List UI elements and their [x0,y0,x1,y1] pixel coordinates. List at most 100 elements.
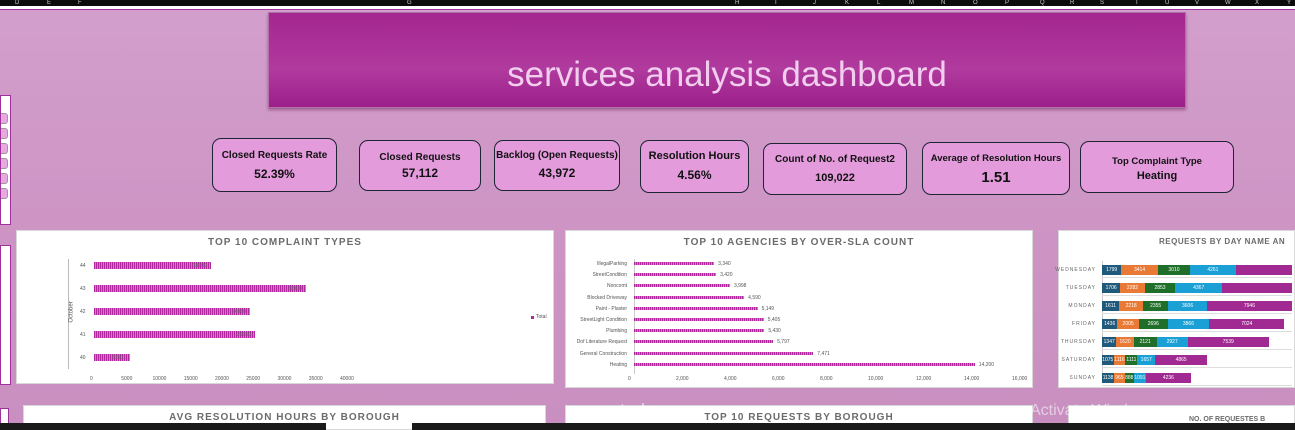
kpi-value: 109,022 [815,172,855,184]
bar-segment: 1075 [1102,355,1114,365]
gridline [1102,367,1292,368]
bar [634,318,764,321]
column-header[interactable]: E [47,0,52,6]
column-header[interactable]: W [1225,0,1231,6]
column-header[interactable]: D [15,0,20,6]
column-header[interactable]: O [973,0,978,6]
x-tick-label: 4,000 [724,376,737,382]
kpi-label: Closed Requests Rate [221,150,328,161]
slicer-item[interactable] [1,173,8,184]
kpi-label: Count of No. of Request2 [775,154,895,165]
gridline [1102,277,1292,278]
column-header[interactable]: K [845,0,850,6]
column-header[interactable]: J [813,0,816,6]
bar-segment: 1799 [1102,265,1122,275]
slicer-item[interactable] [1,143,8,154]
y-tick-label: 43 [80,286,86,292]
column-header[interactable]: I [775,0,777,6]
column-header[interactable]: N [941,0,946,6]
bar [634,284,730,288]
data-label: 5,430 [768,328,781,335]
slicer-item[interactable] [1,113,8,124]
chart-requests-by-day[interactable]: REQUESTS BY DAY NAME AN WEDNESDAY 1799 341… [1055,230,1295,388]
kpi-value: 52.39% [254,167,295,181]
x-tick-label: 2,000 [676,376,689,382]
data-label: 18700 [192,263,207,269]
column-header[interactable]: P [1005,0,1010,6]
bar-segment: 2927 [1156,337,1188,347]
slicer-panel-2[interactable] [0,245,11,385]
bar-segment: 3606 [1168,301,1207,311]
page-title: services analysis dashboard [507,55,947,94]
column-header[interactable]: M [909,0,914,6]
column-header[interactable]: U [1165,0,1170,6]
column-header[interactable]: X [1255,0,1260,6]
data-label: 33900 [287,286,302,292]
bar [634,340,774,344]
x-tick-label: 10000 [152,376,167,382]
kpi-resolution-hours: Resolution Hours 4.56% [640,140,749,193]
gridline [1102,313,1292,314]
y-tick-label: Dof Literature Request [576,339,627,346]
bar-segment: 888 [1124,373,1135,383]
kpi-closed-rate: Closed Requests Rate 52.39% [212,138,337,192]
y-tick-label: Blocked Driveway [587,294,627,301]
kpi-value: 57,112 [401,166,439,180]
stacked-bar: 1075 1116 1111 1657 4865 [1102,355,1292,365]
bar-segment: 1091 [1134,373,1146,383]
activate-windows-watermark: Activate Windows [1030,402,1157,419]
bar-segment: 2282 [1120,283,1145,293]
chart-title: NO. OF REQUESTES B [1189,416,1266,423]
bar-segment: 2355 [1143,301,1169,311]
frame-line [0,6,1295,10]
y-tick-label: 44 [80,263,86,269]
y-tick-label: WEDNESDAY [1055,267,1096,273]
column-header[interactable]: H [735,0,740,6]
x-tick-label: 0 [628,376,631,382]
slicer-item[interactable] [1,158,8,169]
column-header[interactable]: Y [1287,0,1292,6]
column-header[interactable]: G [407,0,412,6]
gridline [1102,331,1292,332]
kpi-label: Top Complaint Type [1112,156,1202,167]
x-tick-label: 20000 [215,376,229,382]
taskbar-segment [0,423,326,430]
chart-top-complaint-types[interactable]: TOP 10 COMPLAINT TYPES October 44 18700 43 3… [16,230,554,384]
bar [94,262,211,269]
y-tick-label: General Construction [579,350,627,357]
data-label: 24950 [231,309,246,315]
y-tick-label: StreetCondition [592,272,627,279]
column-header[interactable]: Q [1040,0,1045,6]
chart-title: TOP 10 COMPLAINT TYPES [208,237,362,248]
x-tick-label: 5000 [121,376,133,382]
stacked-bar: 1799 3414 3010 4261 [1102,265,1292,275]
chart-top-agencies[interactable]: TOP 10 AGENCIES BY OVER-SLA COUNT Illega… [565,230,1033,388]
chart-title: AVG RESOLUTION HOURS BY BOROUGH [169,412,400,423]
column-header[interactable]: V [1195,0,1200,6]
legend-swatch [531,316,534,319]
chart-title: TOP 10 REQUESTS BY BOROUGH [704,412,894,423]
y-tick-label: Plumbing [606,328,627,335]
column-header[interactable]: L [877,0,881,6]
x-tick-label: 14,000 [964,376,980,382]
column-header[interactable]: F [78,0,82,6]
column-header[interactable]: S [1100,0,1105,6]
slicer-item[interactable] [1,188,8,199]
kpi-backlog: Backlog (Open Requests) 43,972 [494,140,620,191]
column-header[interactable]: R [1070,0,1075,6]
bar-segment: 2853 [1144,283,1176,293]
bar [94,331,255,338]
bar-segment: 1706 [1102,283,1121,293]
kpi-top-complaint: Top Complaint Type Heating [1080,141,1234,193]
gridline [1102,349,1292,350]
bar [634,362,975,366]
bar [634,295,745,299]
column-header[interactable]: T [1135,0,1139,6]
slicer-item[interactable] [1,128,8,139]
slicer-panel[interactable] [0,95,11,225]
bar-segment: 2005 [1117,319,1139,329]
bar-segment: 7946 [1206,301,1292,311]
y-tick-label: Paint - Plaster [595,305,627,312]
kpi-label: Backlog (Open Requests) [496,150,618,161]
bar-segment: 1116 [1113,355,1126,365]
